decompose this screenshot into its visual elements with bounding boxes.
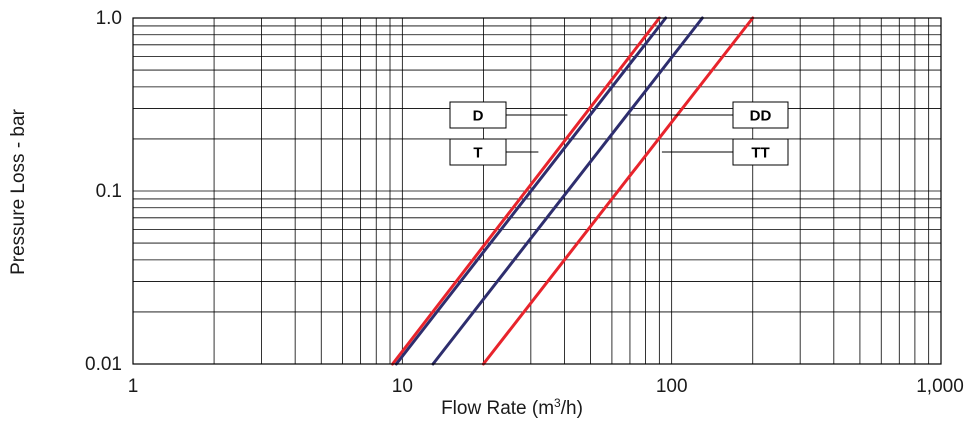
y-tick-label: 0.1: [96, 181, 122, 202]
x-tick-label: 100: [656, 376, 688, 397]
series-line-dd: [431, 16, 704, 366]
x-tick-label: 1: [128, 376, 139, 397]
tick-labels: 1 10 100 1,000 0.01 0.1 1.0: [85, 8, 964, 397]
series-line-t: [394, 16, 668, 366]
x-tick-label: 1,000: [916, 376, 964, 397]
series-line-d: [391, 16, 661, 366]
legend-box-t: [449, 138, 507, 166]
legend: D T DD TT: [449, 101, 789, 166]
plot-frame: [132, 17, 942, 365]
legend-label-t: T: [473, 145, 482, 162]
series-lines: [391, 16, 755, 366]
grid: [133, 18, 941, 364]
y-tick-label: 1.0: [96, 8, 122, 29]
legend-label-d: D: [473, 108, 484, 125]
legend-box-dd: [732, 101, 789, 129]
legend-label-dd: DD: [750, 108, 772, 125]
legend-box-d: [449, 101, 507, 129]
x-tick-label: 10: [392, 376, 413, 397]
legend-box-tt: [732, 138, 789, 166]
y-axis-title: Pressure Loss - bar: [8, 108, 29, 274]
y-tick-label: 0.01: [85, 354, 122, 375]
legend-label-tt: TT: [751, 145, 769, 162]
x-axis-title: Flow Rate (m3/h): [441, 396, 583, 419]
series-line-tt: [481, 16, 755, 366]
